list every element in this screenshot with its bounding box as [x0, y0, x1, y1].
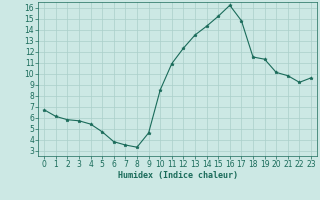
X-axis label: Humidex (Indice chaleur): Humidex (Indice chaleur) [118, 171, 238, 180]
